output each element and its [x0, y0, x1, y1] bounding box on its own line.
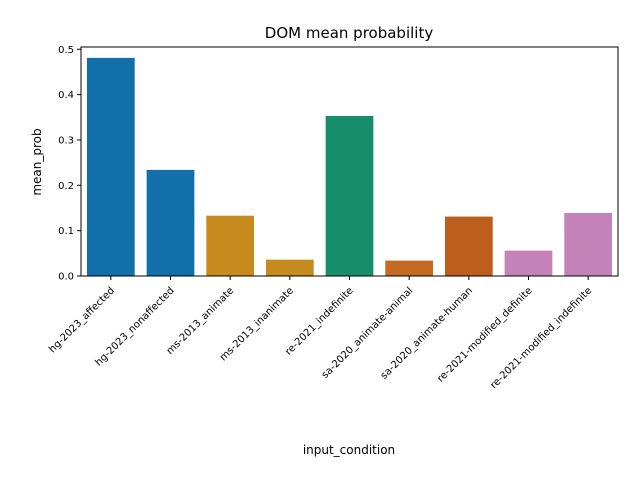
bar-hg-2023_nonaffected [146, 169, 195, 276]
y-tick-label: 0.5 [58, 45, 74, 56]
bars-group [86, 57, 613, 277]
y-tick-label: 0.2 [58, 181, 74, 192]
x-tick-label: re-2021-modified_indefinite [488, 285, 594, 391]
bar-sa-2020_animate-animal [385, 260, 434, 276]
x-tick-label: ms-2013_animate [165, 285, 237, 357]
bar-re-2021-modified_definite [504, 250, 553, 276]
plot-frame [80, 46, 619, 277]
bar-ms-2013_inanimate [265, 259, 314, 276]
bar-hg-2023_affected [86, 57, 135, 276]
y-tick-label: 0.0 [58, 272, 74, 283]
y-tick-label: 0.3 [58, 135, 74, 146]
bar-re-2021_indefinite [325, 115, 374, 277]
bar-sa-2020_animate-human [444, 216, 493, 276]
y-tick-label: 0.1 [58, 226, 74, 237]
chart-title: DOM mean probability [265, 24, 434, 42]
y-axis-label: mean_prob [30, 128, 44, 195]
x-axis: hg-2023_affectedhg-2023_nonaffectedms-20… [47, 276, 594, 391]
bar-ms-2013_animate [206, 215, 255, 276]
x-tick-label: hg-2023_affected [47, 285, 117, 355]
y-axis: 0.0 0.1 0.2 0.3 0.4 0.5 [58, 45, 81, 283]
x-axis-label: input_condition [303, 443, 395, 457]
y-tick-label: 0.4 [58, 90, 74, 101]
bar-re-2021-modified_indefinite [564, 212, 613, 276]
x-tick-label: re-2021-modified_definite [435, 285, 534, 384]
